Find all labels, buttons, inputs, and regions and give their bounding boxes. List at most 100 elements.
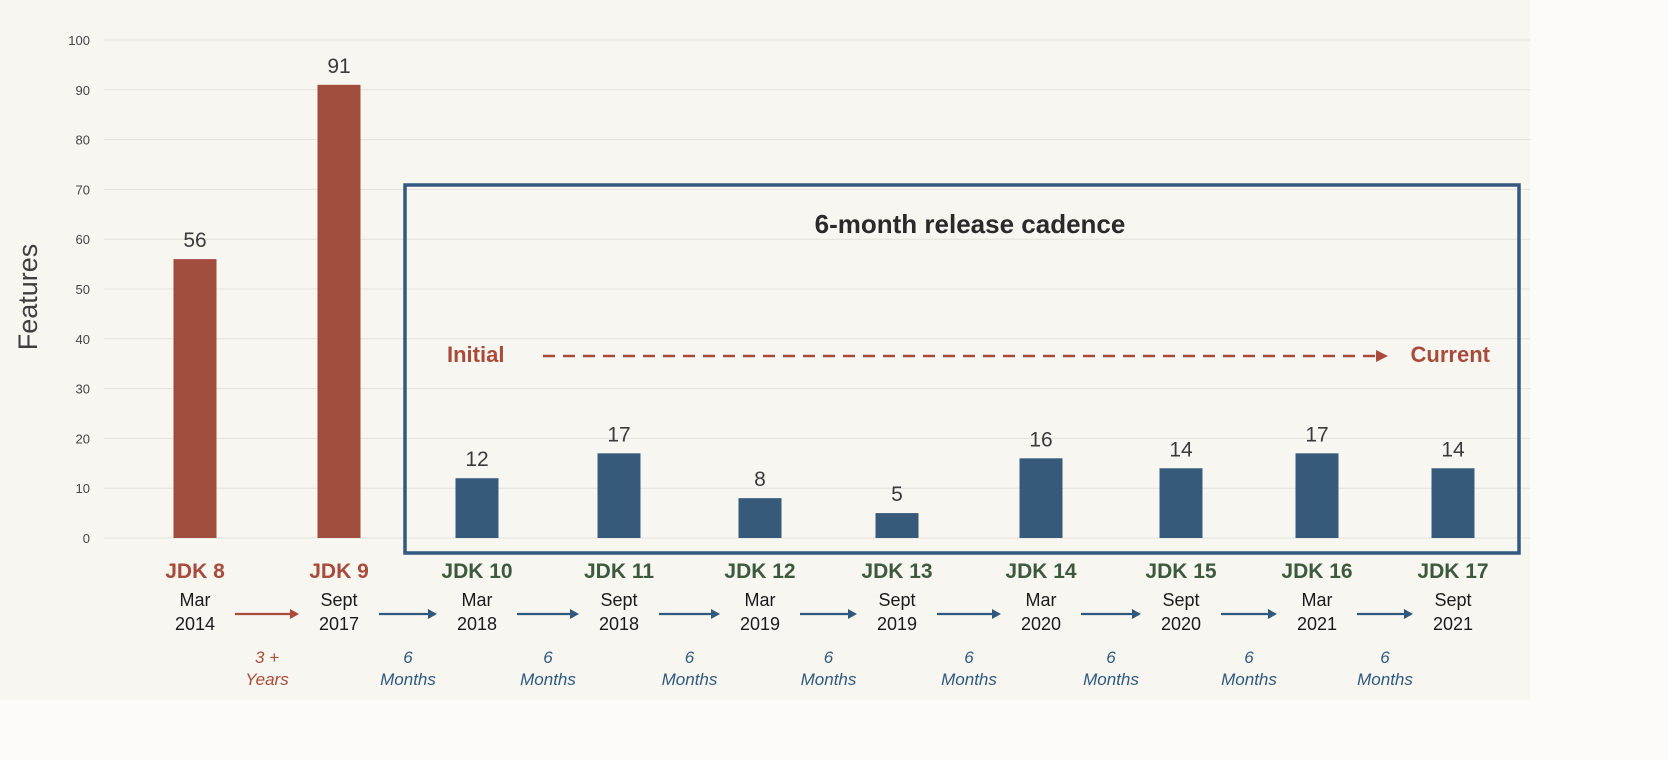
y-tick-label: 90 bbox=[76, 83, 90, 98]
interval-unit: Years bbox=[245, 670, 289, 689]
data-label: 12 bbox=[465, 448, 488, 471]
bar bbox=[875, 513, 919, 538]
release-year-label: 2018 bbox=[599, 614, 639, 634]
release-month-label: Sept bbox=[600, 590, 637, 610]
plot-panel bbox=[0, 0, 1530, 700]
bar bbox=[455, 478, 499, 538]
interval-unit: Months bbox=[1221, 670, 1277, 689]
release-intervals: 3 + Years 6 Months 6 Months 6 Months 6 Months 6 Mon… bbox=[235, 609, 1413, 689]
interval-arrowhead bbox=[848, 609, 857, 619]
interval-unit: Months bbox=[380, 670, 436, 689]
interval-arrowhead bbox=[711, 609, 720, 619]
y-tick-label: 100 bbox=[68, 33, 90, 48]
interval-unit: Months bbox=[801, 670, 857, 689]
category-label: JDK 8 bbox=[165, 560, 225, 583]
release-month-label: Sept bbox=[1162, 590, 1199, 610]
category-labels: JDK 8 Mar 2014 JDK 9 Sept 2017 JDK 10 Mar 2018 JD… bbox=[165, 560, 1488, 634]
release-month-label: Sept bbox=[320, 590, 357, 610]
data-label: 14 bbox=[1169, 438, 1193, 461]
interval-arrowhead bbox=[1132, 609, 1141, 619]
release-year-label: 2018 bbox=[457, 614, 497, 634]
interval-amount: 6 bbox=[824, 648, 834, 667]
interval-arrowhead bbox=[992, 609, 1001, 619]
bar bbox=[173, 259, 217, 538]
y-tick-label: 40 bbox=[76, 332, 90, 347]
interval-arrowhead bbox=[1404, 609, 1413, 619]
y-tick-label: 20 bbox=[76, 431, 90, 446]
y-tick-label: 60 bbox=[76, 232, 90, 247]
release-year-label: 2014 bbox=[175, 614, 215, 634]
category-label: JDK 9 bbox=[309, 560, 369, 583]
y-axis-ticks: 0 10 20 30 40 50 60 70 80 90 100 bbox=[68, 33, 90, 546]
category-label: JDK 16 bbox=[1281, 560, 1352, 583]
y-tick-label: 50 bbox=[76, 282, 90, 297]
release-month-label: Mar bbox=[745, 590, 776, 610]
category-label: JDK 12 bbox=[724, 560, 795, 583]
interval-amount: 6 bbox=[964, 648, 974, 667]
current-label: Current bbox=[1411, 342, 1491, 367]
interval-unit: Months bbox=[1083, 670, 1139, 689]
cadence-box bbox=[403, 183, 1521, 555]
release-month-label: Sept bbox=[878, 590, 915, 610]
interval-unit: Months bbox=[662, 670, 718, 689]
y-tick-label: 70 bbox=[76, 182, 90, 197]
interval-amount: 6 bbox=[1244, 648, 1254, 667]
interval-amount: 6 bbox=[403, 648, 413, 667]
interval-unit: Months bbox=[1357, 670, 1413, 689]
interval-unit: Months bbox=[941, 670, 997, 689]
release-month-label: Mar bbox=[462, 590, 493, 610]
y-tick-label: 10 bbox=[76, 481, 90, 496]
data-label: 8 bbox=[754, 468, 766, 491]
category-label: JDK 10 bbox=[441, 560, 512, 583]
bar bbox=[1431, 468, 1475, 538]
y-tick-label: 80 bbox=[76, 133, 90, 148]
data-label: 91 bbox=[327, 55, 350, 78]
progress-arrowhead bbox=[1376, 350, 1388, 362]
initial-label: Initial bbox=[447, 342, 504, 367]
release-year-label: 2019 bbox=[877, 614, 917, 634]
y-tick-label: 0 bbox=[83, 531, 90, 546]
release-year-label: 2021 bbox=[1297, 614, 1337, 634]
data-label: 17 bbox=[607, 423, 630, 446]
release-year-label: 2020 bbox=[1021, 614, 1061, 634]
data-label: 5 bbox=[891, 483, 903, 506]
interval-arrowhead bbox=[570, 609, 579, 619]
bar bbox=[1019, 458, 1063, 538]
cadence-title: 6-month release cadence bbox=[815, 209, 1126, 239]
bar bbox=[1159, 468, 1203, 538]
interval-arrowhead bbox=[428, 609, 437, 619]
y-axis-label: Features bbox=[13, 244, 43, 351]
interval-amount: 6 bbox=[1106, 648, 1116, 667]
category-label: JDK 11 bbox=[584, 560, 654, 583]
interval-arrowhead bbox=[290, 609, 299, 619]
release-month-label: Sept bbox=[1434, 590, 1471, 610]
interval-amount: 6 bbox=[543, 648, 553, 667]
category-label: JDK 15 bbox=[1145, 560, 1217, 583]
bar bbox=[317, 84, 361, 538]
interval-amount: 6 bbox=[1380, 648, 1390, 667]
category-label: JDK 17 bbox=[1417, 560, 1488, 583]
category-label: JDK 14 bbox=[1005, 560, 1077, 583]
y-tick-label: 30 bbox=[76, 382, 90, 397]
category-label: JDK 13 bbox=[861, 560, 932, 583]
data-label: 17 bbox=[1305, 423, 1328, 446]
bar bbox=[738, 498, 782, 538]
data-label: 16 bbox=[1029, 428, 1052, 451]
data-label: 56 bbox=[183, 229, 206, 252]
data-label: 14 bbox=[1441, 438, 1465, 461]
release-year-label: 2017 bbox=[319, 614, 359, 634]
release-month-label: Mar bbox=[1026, 590, 1057, 610]
interval-amount: 6 bbox=[685, 648, 695, 667]
interval-arrowhead bbox=[1268, 609, 1277, 619]
release-year-label: 2019 bbox=[740, 614, 780, 634]
bar bbox=[1295, 453, 1339, 538]
bar bbox=[597, 453, 641, 538]
release-month-label: Mar bbox=[180, 590, 211, 610]
release-month-label: Mar bbox=[1302, 590, 1333, 610]
bars: 56 91 12 17 8 5 16 14 17 14 bbox=[173, 55, 1475, 538]
release-year-label: 2021 bbox=[1433, 614, 1473, 634]
interval-amount: 3 + bbox=[255, 648, 279, 667]
interval-unit: Months bbox=[520, 670, 576, 689]
